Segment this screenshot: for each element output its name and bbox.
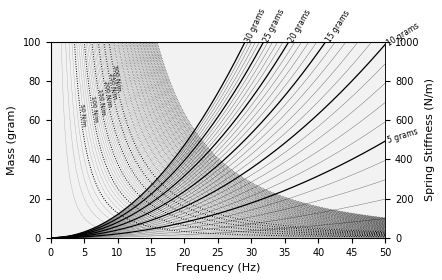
Y-axis label: Spring Stiffness (N/m): Spring Stiffness (N/m) xyxy=(425,78,435,201)
Text: 5 grams: 5 grams xyxy=(387,127,419,145)
Text: 150 N/m: 150 N/m xyxy=(98,88,107,115)
X-axis label: Frequency (Hz): Frequency (Hz) xyxy=(176,263,260,273)
Text: 200 N/m: 200 N/m xyxy=(104,80,113,108)
Text: 25 grams: 25 grams xyxy=(262,8,287,44)
Text: 20 grams: 20 grams xyxy=(288,8,313,44)
Text: 300 N/m: 300 N/m xyxy=(113,64,122,92)
Text: 30 grams: 30 grams xyxy=(244,7,267,44)
Text: 100 N/m: 100 N/m xyxy=(90,96,99,123)
Text: 15 grams: 15 grams xyxy=(324,9,352,44)
Text: 10 grams: 10 grams xyxy=(385,21,421,48)
Y-axis label: Mass (gram): Mass (gram) xyxy=(7,105,17,175)
Text: 250 N/m: 250 N/m xyxy=(109,73,118,100)
Text: 50 N/m: 50 N/m xyxy=(80,104,87,127)
